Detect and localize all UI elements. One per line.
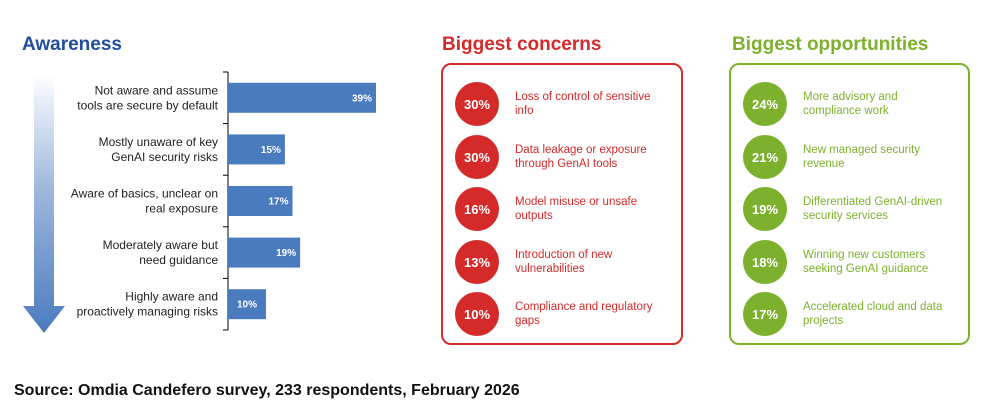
opportunity-text: More advisory and compliance work (803, 91, 898, 117)
awareness-bar-chart: Not aware and assume tools are secure by … (71, 71, 376, 331)
concern-percent-badge: 13% (455, 240, 499, 284)
category-label-line: Highly aware and (125, 290, 218, 304)
concern-percent-badge: 16% (455, 187, 499, 231)
opportunity-text: Winning new customers seeking GenAI guid… (803, 249, 929, 275)
category-label-line: real exposure (145, 202, 218, 216)
concern-percent-badge: 30% (455, 135, 499, 179)
concern-item: 10% Compliance and regulatory gaps (455, 292, 665, 336)
bar (228, 82, 376, 113)
category-label-line: Aware of basics, unclear on (71, 187, 218, 201)
concerns-panel: 30% Loss of control of sensitive info 30… (441, 63, 683, 345)
category-label: Not aware and assume tools are secure by … (77, 83, 218, 112)
category-label-line: Mostly unaware of key (99, 135, 218, 149)
concern-text: Compliance and regulatory gaps (515, 301, 653, 327)
bar-value-label: 39% (352, 93, 372, 104)
category-label-line: proactively managing risks (77, 305, 218, 319)
bar (228, 237, 301, 268)
concern-text: Data leakage or exposure through GenAI t… (515, 144, 647, 170)
opportunity-percent-badge: 24% (743, 82, 787, 126)
concern-percent-badge: 30% (455, 82, 499, 126)
concern-item: 30% Data leakage or exposure through Gen… (455, 135, 665, 179)
opportunity-item: 24% More advisory and compliance work (743, 82, 953, 126)
opportunity-percent-badge: 19% (743, 187, 787, 231)
category-label-line: Moderately aware but (103, 238, 219, 252)
opportunity-percent-badge: 17% (743, 292, 787, 336)
bar (228, 134, 285, 165)
opportunity-text: Differentiated GenAI-driven security ser… (803, 196, 943, 222)
category-label-line: tools are secure by default (77, 98, 218, 112)
opportunity-text: Accelerated cloud and data projects (803, 301, 943, 327)
concern-item: 13% Introduction of new vulnerabilities (455, 240, 665, 284)
concern-percent-badge: 10% (455, 292, 499, 336)
bar-value-label: 10% (237, 300, 257, 311)
category-label: Aware of basics, unclear on real exposure (71, 187, 219, 216)
opportunity-text: New managed security revenue (803, 144, 920, 170)
opportunity-item: 19% Differentiated GenAI-driven security… (743, 187, 953, 231)
category-label-line: Not aware and assume (95, 83, 219, 97)
bar-value-label: 15% (261, 145, 281, 156)
category-label: Highly aware and proactively managing ris… (77, 290, 218, 319)
concern-text: Introduction of new vulnerabilities (515, 249, 613, 275)
category-label-line: need guidance (139, 253, 218, 267)
source-note: Source: Omdia Candefero survey, 233 resp… (14, 382, 520, 399)
awareness-down-arrow-icon (23, 74, 65, 333)
concern-text: Loss of control of sensitive info (515, 91, 651, 117)
category-label: Moderately aware but need guidance (103, 238, 219, 267)
bar-value-label: 17% (268, 197, 288, 208)
opportunities-panel: 24% More advisory and compliance work 21… (729, 63, 970, 345)
category-label-line: GenAI security risks (111, 150, 218, 164)
awareness-title: Awareness (22, 34, 122, 55)
opportunity-percent-badge: 18% (743, 240, 787, 284)
opportunity-item: 18% Winning new customers seeking GenAI … (743, 240, 953, 284)
opportunities-title: Biggest opportunities (732, 34, 929, 55)
concern-item: 16% Model misuse or unsafe outputs (455, 187, 665, 231)
opportunity-percent-badge: 21% (743, 135, 787, 179)
concern-item: 30% Loss of control of sensitive info (455, 82, 665, 126)
opportunity-item: 21% New managed security revenue (743, 135, 953, 179)
bar (228, 186, 293, 216)
opportunity-item: 17% Accelerated cloud and data projects (743, 292, 953, 336)
category-label: Mostly unaware of key GenAI security risk… (99, 135, 218, 164)
concerns-title: Biggest concerns (442, 34, 602, 55)
bar-value-label: 19% (276, 248, 296, 259)
bar (228, 289, 266, 320)
concern-text: Model misuse or unsafe outputs (515, 196, 638, 222)
